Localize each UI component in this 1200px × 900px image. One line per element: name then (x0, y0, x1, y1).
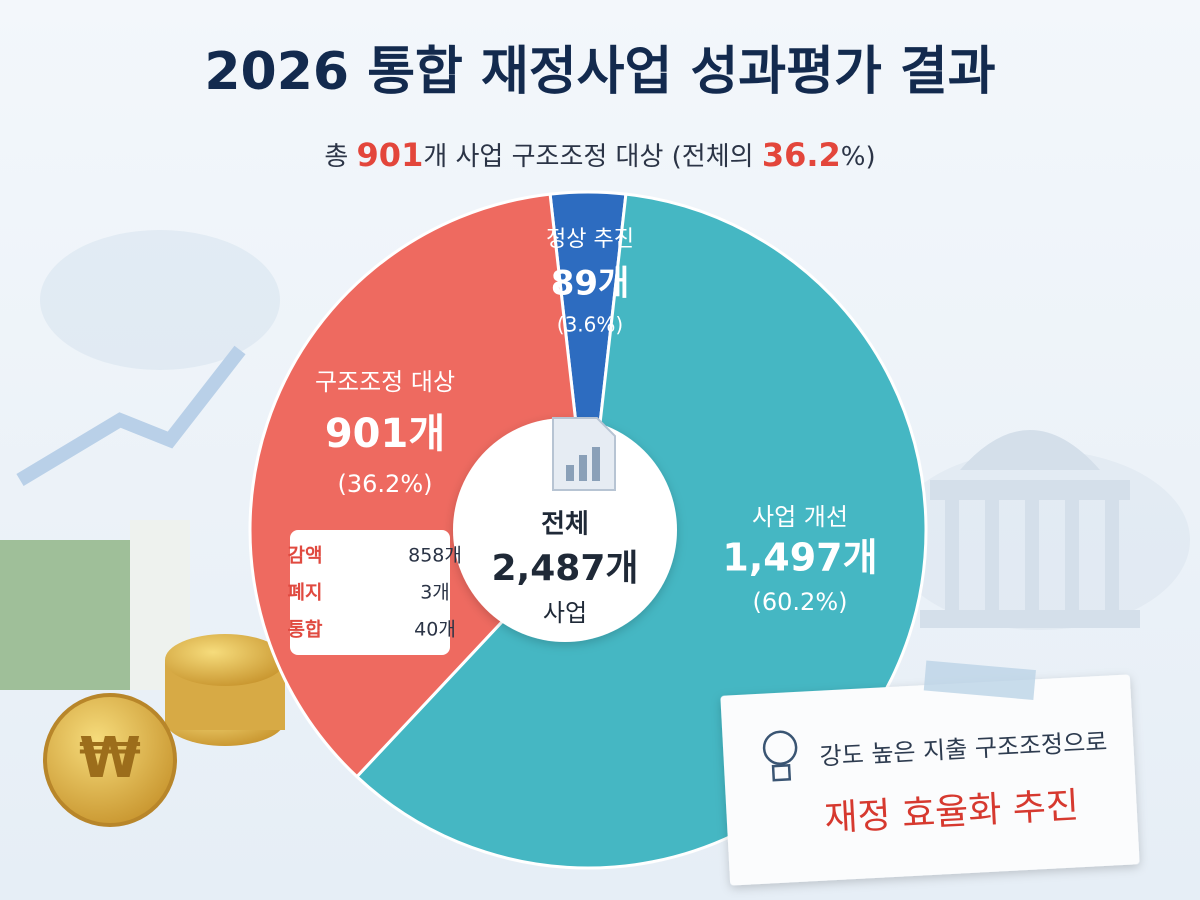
center-value: 2,487개 (492, 548, 639, 589)
breakdown-name: 감액 (288, 545, 323, 567)
breakdown-value: 858개 (408, 545, 462, 567)
slice-value-label: 901개 (325, 411, 445, 457)
subtitle: 총 901개 사업 구조조정 대상 (전체의 36.2%) (324, 136, 875, 174)
title: 2026 통합 재정사업 성과평가 결과 (204, 42, 995, 102)
breakdown-value: 3개 (420, 582, 450, 604)
center-circle (453, 418, 677, 642)
center-icon (552, 417, 616, 491)
slice-label: 정상 추진 (546, 227, 634, 252)
slice-label: 구조조정 대상 (315, 368, 455, 396)
subtitle-highlight: 36.2 (762, 136, 841, 174)
breakdown-box (290, 530, 450, 655)
center-label: 전체 (541, 510, 589, 540)
subtitle-highlight: 901 (357, 136, 424, 174)
slice-percent: (60.2%) (753, 588, 848, 616)
subtitle-part: 개 사업 구조조정 대상 (전체의 (423, 142, 762, 172)
slice-percent: (36.2%) (338, 470, 433, 498)
breakdown-name: 폐지 (288, 582, 323, 604)
note-card: 강도 높은 지출 구조조정으로 재정 효율화 추진 (720, 660, 1140, 886)
slice-percent: (3.6%) (557, 313, 623, 337)
decor-building (920, 430, 1140, 628)
slice-value-label: 1,497개 (722, 536, 877, 580)
breakdown-name: 통합 (288, 619, 323, 641)
subtitle-part: %) (841, 142, 876, 172)
subtitle-part: 총 (324, 142, 356, 172)
center-unit: 사업 (543, 599, 587, 627)
decor-money: ₩ (0, 520, 285, 827)
slice-value-label: 89개 (551, 264, 630, 304)
svg-text:₩: ₩ (79, 726, 141, 791)
slice-label: 사업 개선 (752, 503, 848, 531)
breakdown-value: 40개 (414, 619, 456, 641)
decor-arrow (16, 345, 246, 487)
